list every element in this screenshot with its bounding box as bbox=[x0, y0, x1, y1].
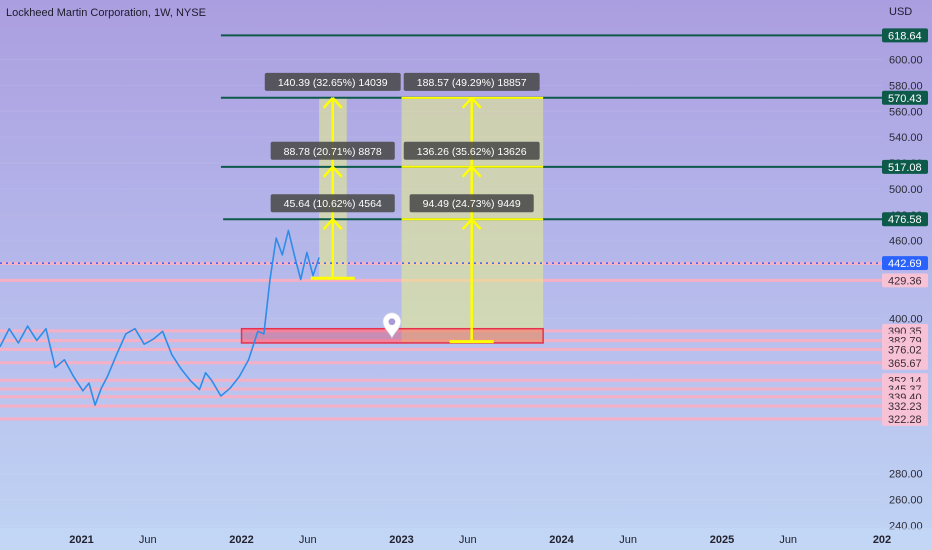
support-price-label: 365.67 bbox=[888, 358, 922, 370]
location-pin-dot bbox=[388, 318, 396, 326]
support-price-label: 376.02 bbox=[888, 344, 922, 356]
measure-label-bg bbox=[403, 72, 540, 91]
y-tick-label: 400.00 bbox=[889, 313, 923, 325]
measure-label-bg bbox=[270, 194, 395, 213]
location-pin-icon bbox=[382, 312, 402, 339]
measure-arrowhead bbox=[461, 218, 473, 231]
y-tick-label: 580.00 bbox=[889, 80, 923, 92]
target-price-label: 476.58 bbox=[888, 214, 922, 226]
measure-arrowhead bbox=[470, 218, 482, 231]
x-tick-label: 2024 bbox=[549, 534, 574, 546]
target-price-label: 618.64 bbox=[888, 30, 922, 42]
measure-arrowhead bbox=[470, 96, 482, 109]
measure-label-bg bbox=[403, 141, 540, 160]
x-tick-label: Jun bbox=[139, 534, 157, 546]
measure-arrowhead bbox=[322, 218, 334, 231]
x-axis-band bbox=[0, 528, 932, 550]
x-tick-label: Jun bbox=[299, 534, 317, 546]
target-price-label-bg bbox=[882, 28, 928, 43]
y-tick-label: 560.00 bbox=[889, 106, 923, 118]
target-price-label-bg bbox=[882, 212, 928, 227]
measure-arrowhead bbox=[470, 165, 482, 178]
support-price-label-bg bbox=[882, 273, 928, 288]
marker-group bbox=[382, 312, 402, 339]
measure-arrowhead bbox=[461, 96, 473, 109]
support-price-label: 429.36 bbox=[888, 275, 922, 287]
y-axis: 600.00580.00560.00540.00520.00500.00480.… bbox=[882, 28, 928, 532]
current-price-label: 442.69 bbox=[888, 258, 922, 270]
measure-arrowhead bbox=[331, 218, 343, 231]
target-price-label: 570.43 bbox=[888, 93, 922, 105]
measure-label-bg bbox=[409, 194, 534, 213]
measure-arrowhead bbox=[331, 165, 343, 178]
y-tick-label: 540.00 bbox=[889, 132, 923, 144]
x-tick-label: 2021 bbox=[69, 534, 93, 546]
support-price-label-bg bbox=[882, 342, 928, 357]
x-tick-label: 2025 bbox=[710, 534, 734, 546]
current-price-label-bg bbox=[882, 256, 928, 271]
x-tick-label: 202 bbox=[873, 534, 891, 546]
measure-arrowhead bbox=[322, 96, 334, 109]
measure-arrowhead bbox=[461, 165, 473, 178]
y-tick-label: 260.00 bbox=[889, 495, 923, 507]
x-tick-label: Jun bbox=[619, 534, 637, 546]
measure-label: 45.64 (10.62%) 4564 bbox=[284, 198, 382, 210]
measure-label-bg bbox=[270, 141, 395, 160]
price-series-group bbox=[0, 229, 320, 406]
support-price-label-bg bbox=[882, 355, 928, 370]
target-price-label-bg bbox=[882, 90, 928, 105]
x-tick-label: 2023 bbox=[389, 534, 413, 546]
measure-label: 88.78 (20.71%) 8878 bbox=[284, 146, 382, 158]
support-price-label-bg bbox=[882, 399, 928, 414]
x-tick-label: Jun bbox=[459, 534, 477, 546]
measure-label: 140.39 (32.65%) 14039 bbox=[278, 77, 388, 89]
measure-tools: 45.64 (10.62%) 4564 88.78 (20.71%) 8878 14… bbox=[264, 72, 544, 344]
x-tick-label: Jun bbox=[779, 534, 797, 546]
x-tick-label: 2022 bbox=[229, 534, 253, 546]
support-price-label: 322.28 bbox=[888, 414, 922, 426]
price-line bbox=[0, 229, 320, 406]
y-tick-label: 500.00 bbox=[889, 184, 923, 196]
currency-label: USD bbox=[889, 6, 912, 18]
chart-title: Lockheed Martin Corporation, 1W, NYSE bbox=[6, 7, 206, 19]
y-tick-label: 280.00 bbox=[889, 469, 923, 481]
measure-arrowhead bbox=[331, 96, 343, 109]
measure-arrowhead bbox=[322, 165, 334, 178]
measure-label-bg bbox=[264, 72, 401, 91]
measure-label: 94.49 (24.73%) 9449 bbox=[423, 198, 521, 210]
measure-label: 136.26 (35.62%) 13626 bbox=[417, 146, 527, 158]
target-price-label: 517.08 bbox=[888, 162, 922, 174]
y-tick-label: 460.00 bbox=[889, 236, 923, 248]
support-price-label: 332.23 bbox=[888, 401, 922, 413]
target-price-label-bg bbox=[882, 159, 928, 174]
y-tick-label: 600.00 bbox=[889, 55, 923, 67]
x-axis: 2021 Jun 2022 Jun 2023 Jun 2024 Jun 2025 Jun 202 bbox=[0, 528, 932, 550]
support-price-label-bg bbox=[882, 411, 928, 426]
measure-label: 188.57 (49.29%) 18857 bbox=[417, 77, 527, 89]
